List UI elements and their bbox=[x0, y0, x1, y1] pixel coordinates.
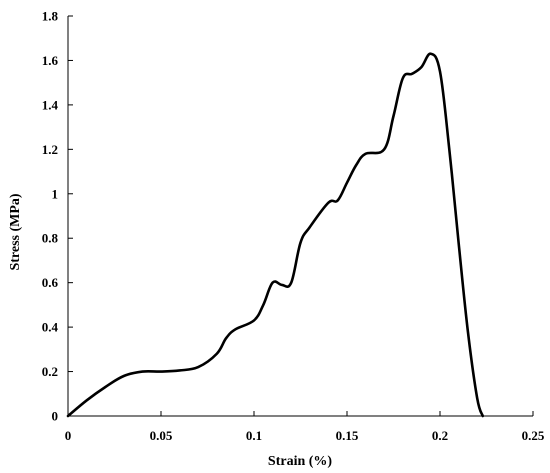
x-tick-label: 0.2 bbox=[432, 428, 448, 443]
x-tick-label: 0.25 bbox=[522, 428, 545, 443]
x-axis-title: Strain (%) bbox=[268, 454, 333, 469]
y-tick-label: 1.4 bbox=[42, 97, 59, 112]
y-tick-label: 0.8 bbox=[42, 231, 59, 246]
y-tick-label: 1 bbox=[52, 186, 59, 201]
y-tick-label: 0.6 bbox=[42, 275, 59, 290]
y-tick-label: 1.6 bbox=[42, 53, 59, 68]
y-tick-label: 0 bbox=[52, 409, 59, 424]
y-tick-label: 1.8 bbox=[42, 9, 59, 24]
x-tick-label: 0.1 bbox=[246, 428, 262, 443]
x-tick-label: 0.05 bbox=[150, 428, 173, 443]
stress-strain-curve bbox=[66, 52, 485, 418]
y-tick-label: 0.4 bbox=[42, 320, 59, 335]
y-tick-label: 1.2 bbox=[42, 142, 58, 157]
x-axis: 0 0.05 0.1 0.15 0.2 0.25 bbox=[65, 411, 545, 443]
plot-area bbox=[66, 16, 533, 418]
y-axis-title: Stress (MPa) bbox=[8, 193, 23, 270]
y-axis: 0 0.2 0.4 0.6 0.8 1 1.2 1.4 1.6 1.8 bbox=[42, 9, 73, 424]
x-tick-label: 0 bbox=[65, 428, 72, 443]
y-tick-label: 0.2 bbox=[42, 364, 58, 379]
x-tick-label: 0.15 bbox=[336, 428, 359, 443]
